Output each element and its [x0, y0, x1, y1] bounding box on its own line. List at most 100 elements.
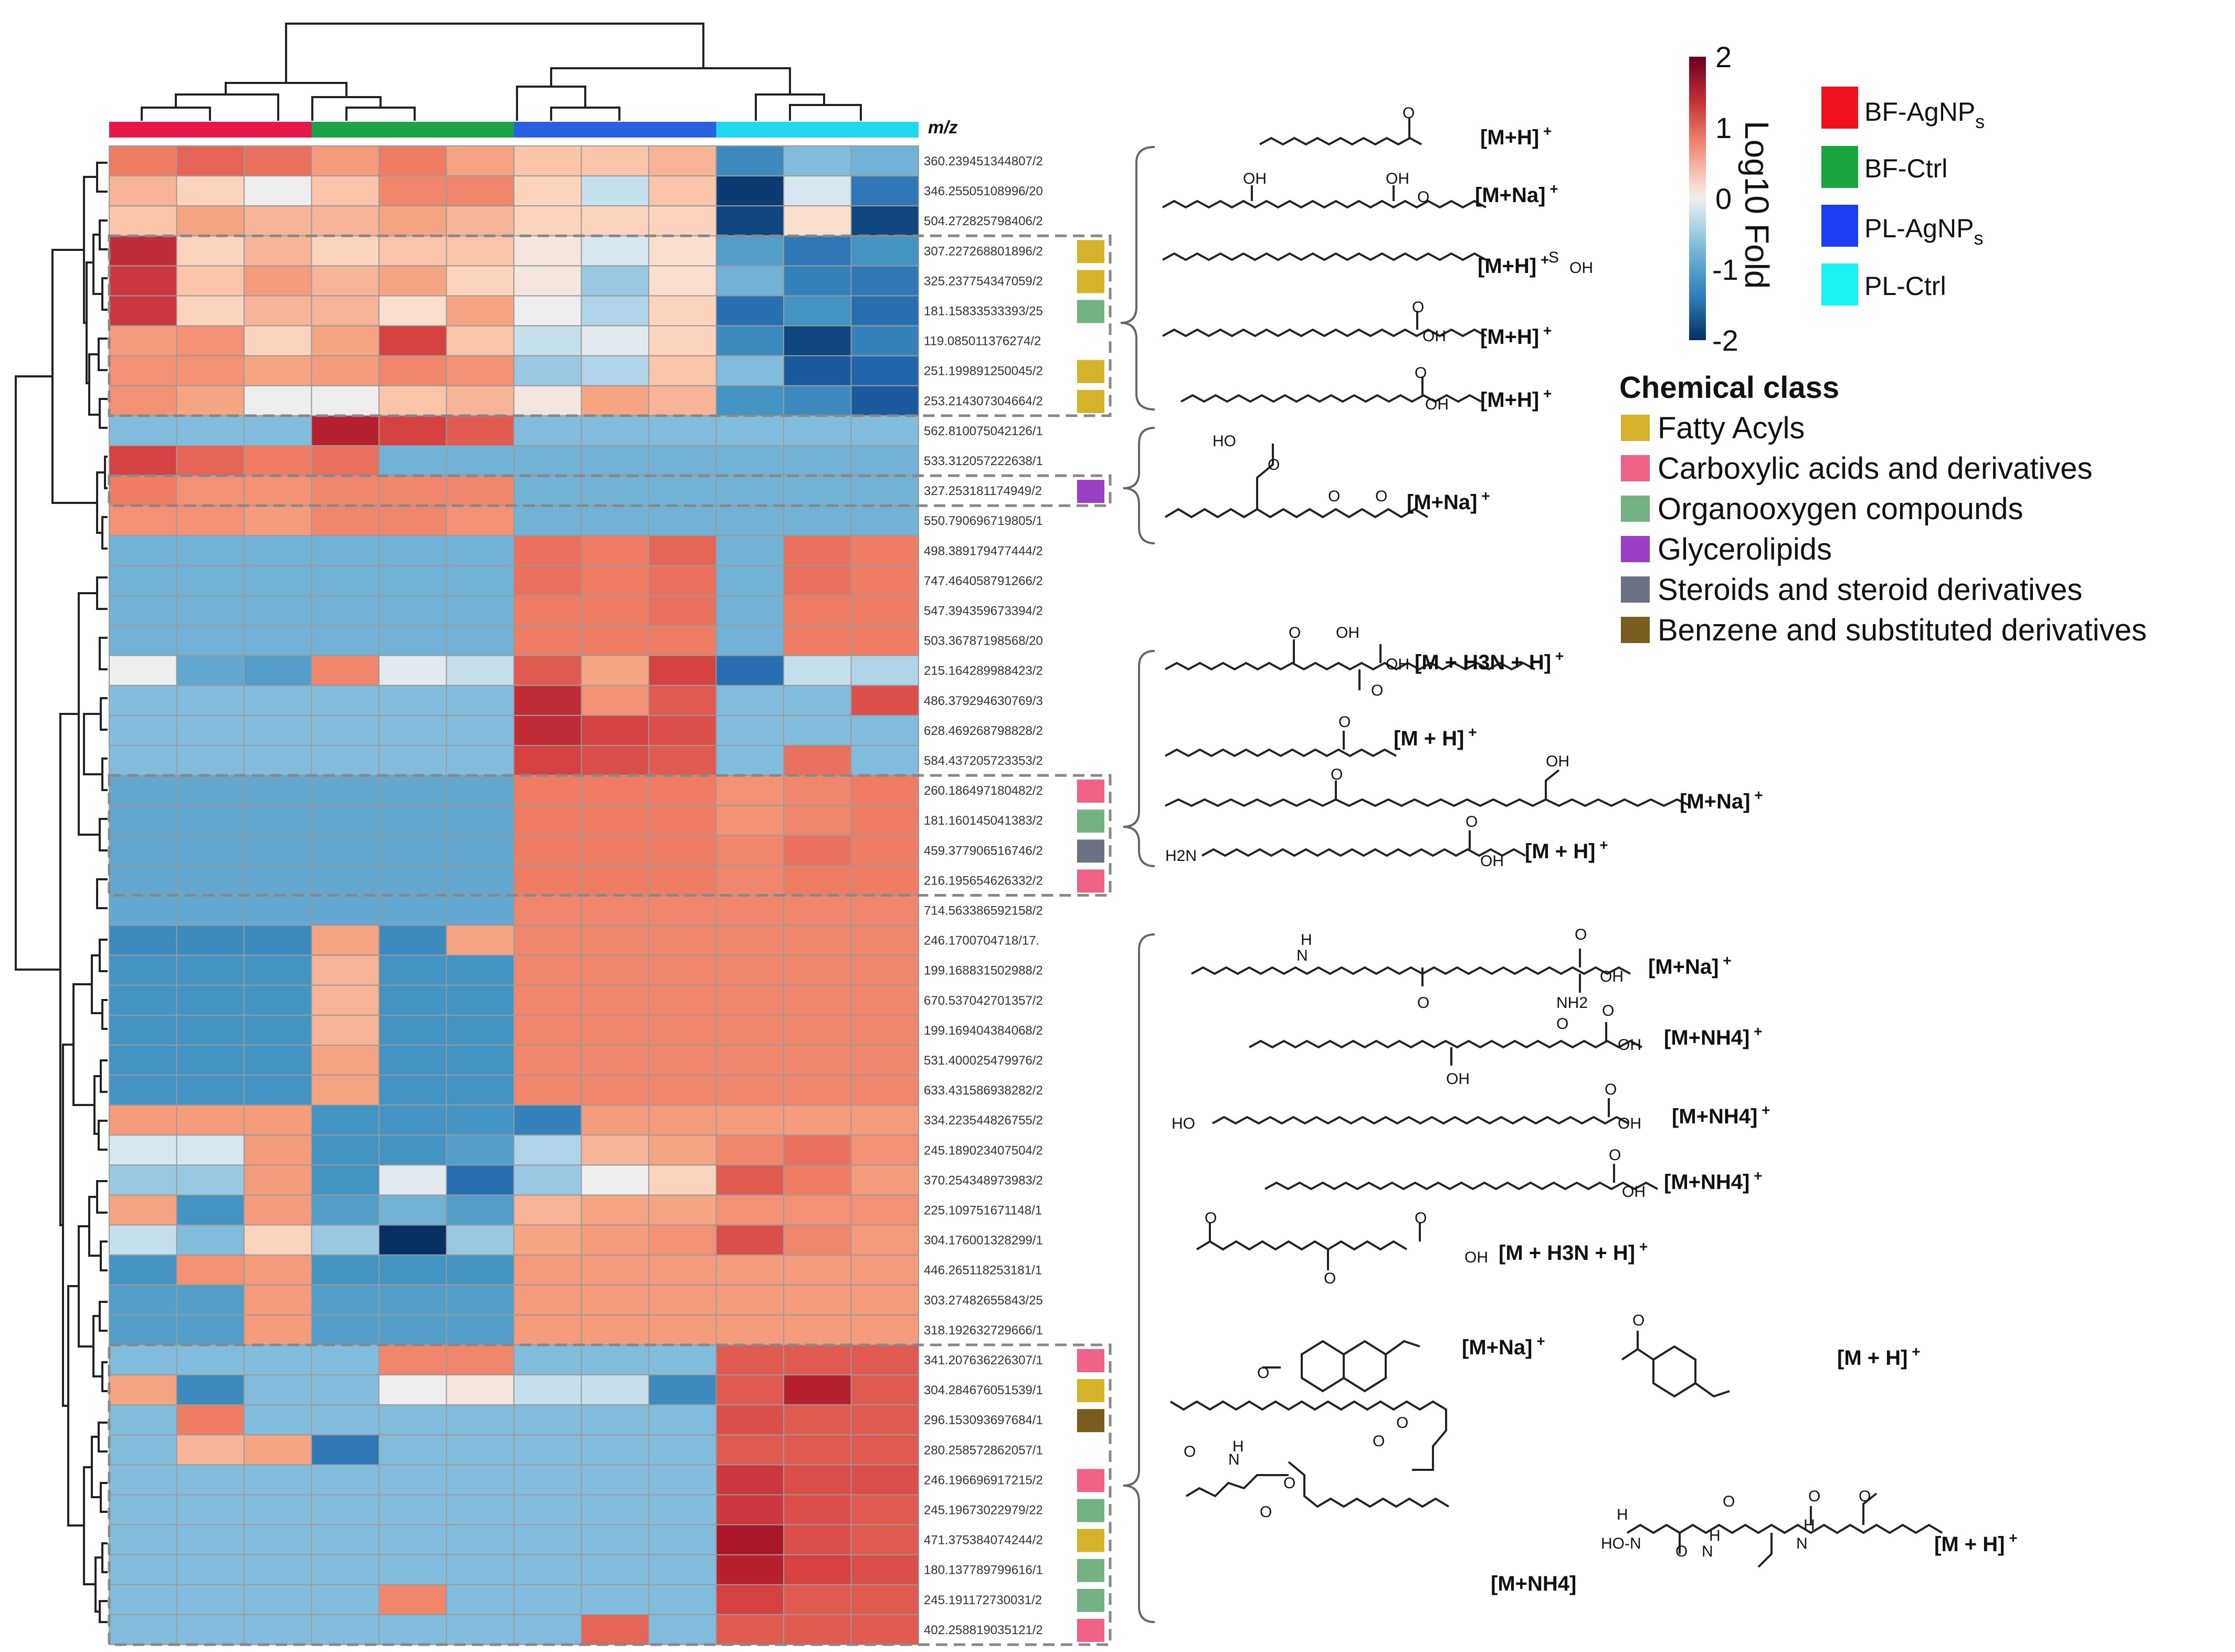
heatmap-cell-r16-c6 — [513, 625, 582, 656]
legend-label-pl-agnps: PL-AgNPs — [1864, 214, 1983, 249]
heatmap-cell-r7-c7 — [581, 355, 649, 386]
heatmap-cell-r3-c3 — [311, 235, 379, 267]
heatmap-cell-r16-c1 — [176, 625, 245, 656]
heatmap-cell-r17-c3 — [311, 655, 379, 686]
heatmap-cell-r18-c7 — [581, 685, 649, 716]
mz-label: 334.223544826755/2 — [924, 1113, 1043, 1128]
group-bar-bf-ctrl-1 — [311, 122, 379, 138]
heatmap-cell-r25-c1 — [176, 895, 245, 926]
heatmap-cell-r5-c7 — [581, 295, 649, 327]
atom-label: H — [1617, 1506, 1628, 1523]
heatmap-cell-r3-c1 — [176, 235, 245, 267]
heatmap-cell-r2-c8 — [648, 205, 717, 237]
heatmap-cell-r33-c5 — [446, 1134, 514, 1166]
heatmap-cell-r42-c8 — [648, 1404, 717, 1436]
heatmap-cell-r5-c1 — [176, 295, 245, 327]
heatmap-cell-r0-c9 — [715, 145, 784, 177]
heatmap-cell-r18-c2 — [244, 685, 312, 716]
mz-label: 245.19673022979/22 — [924, 1503, 1043, 1518]
class-box-bz — [1077, 1409, 1104, 1433]
heatmap-cell-r8-c4 — [378, 385, 447, 416]
atom-label: O — [1283, 1475, 1295, 1492]
heatmap-cell-r24-c3 — [311, 865, 379, 896]
heatmap-cell-r28-c5 — [446, 984, 514, 1016]
heatmap-cell-r14-c2 — [244, 565, 312, 596]
heatmap-cell-r49-c0 — [109, 1614, 177, 1645]
heatmap-cell-r28-c8 — [648, 984, 717, 1016]
mz-label: 459.377906516746/2 — [924, 844, 1043, 858]
heatmap-cell-r8-c0 — [109, 385, 177, 416]
heatmap-cell-r0-c7 — [581, 145, 649, 177]
heatmap-cell-r47-c5 — [446, 1554, 514, 1585]
heatmap-cell-r38-c7 — [581, 1284, 649, 1316]
heatmap-cell-r46-c4 — [378, 1524, 447, 1555]
heatmap-cell-r40-c9 — [715, 1344, 784, 1376]
heatmap-cell-r38-c2 — [244, 1284, 312, 1316]
heatmap-cell-r49-c11 — [850, 1614, 919, 1645]
heatmap-cell-r23-c5 — [446, 835, 514, 866]
mz-label: 550.790696719805/1 — [924, 514, 1043, 528]
legend-label-bf-agnps: BF-AgNPs — [1864, 97, 1985, 132]
group-legend: BF-AgNPs BF-Ctrl PL-AgNPs PL-Ctrl — [1821, 87, 1985, 306]
heatmap-cell-r1-c4 — [378, 175, 447, 207]
heatmap-cell-r3-c0 — [109, 235, 177, 267]
mz-label: 325.237754347059/2 — [924, 274, 1043, 288]
atom-label: N — [1702, 1543, 1713, 1560]
mz-label: 181.15833533393/25 — [924, 304, 1043, 319]
adduct-label: [M+Na] + — [1475, 181, 1558, 207]
heatmap-cell-r37-c3 — [311, 1254, 379, 1286]
heatmap-cell-r30-c11 — [850, 1045, 919, 1076]
heatmap-cell-r2-c7 — [581, 205, 649, 237]
heatmap-cell-r28-c3 — [311, 984, 379, 1016]
heatmap-cell-r9-c11 — [850, 415, 919, 447]
heatmap-cell-r45-c7 — [581, 1494, 649, 1525]
atom-label: HO-N — [1601, 1535, 1641, 1552]
class-box-oo — [1077, 1559, 1104, 1582]
heatmap-cell-r27-c6 — [513, 954, 582, 986]
heatmap-cell-r25-c7 — [581, 895, 649, 926]
heatmap-cell-r37-c10 — [783, 1254, 852, 1286]
heatmap-cell-r15-c11 — [850, 595, 919, 626]
heatmap-cell-r45-c8 — [648, 1494, 717, 1525]
heatmap-cell-r43-c8 — [648, 1434, 717, 1466]
heatmap-cell-r27-c7 — [581, 954, 649, 986]
group-bar-bf-agnps-1 — [109, 122, 177, 138]
heatmap-cell-r29-c3 — [311, 1014, 379, 1046]
heatmap-cell-r28-c7 — [581, 984, 649, 1016]
heatmap-cell-r36-c0 — [109, 1224, 177, 1256]
heatmap-cell-r2-c6 — [513, 205, 582, 237]
heatmap-cell-r22-c6 — [513, 805, 582, 836]
heatmap-cell-r35-c5 — [446, 1194, 514, 1226]
heatmap-cell-r29-c6 — [513, 1014, 582, 1046]
heatmap-cell-r35-c4 — [378, 1194, 447, 1226]
atom-label: H2N — [1165, 847, 1197, 865]
mz-label: 245.189023407504/2 — [924, 1143, 1043, 1158]
mz-label: 503.36787198568/20 — [924, 634, 1043, 648]
heatmap-cell-r23-c2 — [244, 835, 312, 866]
heatmap-cell-r30-c9 — [715, 1045, 784, 1076]
heatmap-cell-r11-c9 — [715, 475, 784, 507]
heatmap-cell-r30-c10 — [783, 1045, 852, 1076]
heatmap-cell-r19-c4 — [378, 714, 447, 746]
heatmap-cell-r21-c8 — [648, 775, 717, 806]
atom-label: O — [1723, 1493, 1735, 1510]
heatmap-cell-r11-c8 — [648, 475, 717, 507]
atom-label: N — [1296, 947, 1308, 964]
mz-label: 562.810075042126/1 — [924, 424, 1043, 438]
heatmap-cell-r49-c8 — [648, 1614, 717, 1645]
atom-label: NH2 — [1556, 994, 1588, 1012]
heatmap-cell-r8-c3 — [311, 385, 379, 416]
heatmap-cell-r14-c6 — [513, 565, 582, 596]
heatmap-cell-r25-c3 — [311, 895, 379, 926]
heatmap-cell-r42-c6 — [513, 1404, 582, 1436]
heatmap-cell-r18-c3 — [311, 685, 379, 716]
heatmap-cell-r32-c8 — [648, 1104, 717, 1136]
heatmap-cell-r47-c11 — [850, 1554, 919, 1585]
heatmap-cell-r45-c11 — [850, 1494, 919, 1525]
legend-swatch-bf-ctrl — [1821, 146, 1858, 188]
mz-label: 199.168831502988/2 — [924, 964, 1043, 978]
heatmap-cell-r16-c10 — [783, 625, 852, 656]
heatmap-cell-r11-c2 — [244, 475, 312, 507]
heatmap-cell-r27-c0 — [109, 954, 177, 986]
